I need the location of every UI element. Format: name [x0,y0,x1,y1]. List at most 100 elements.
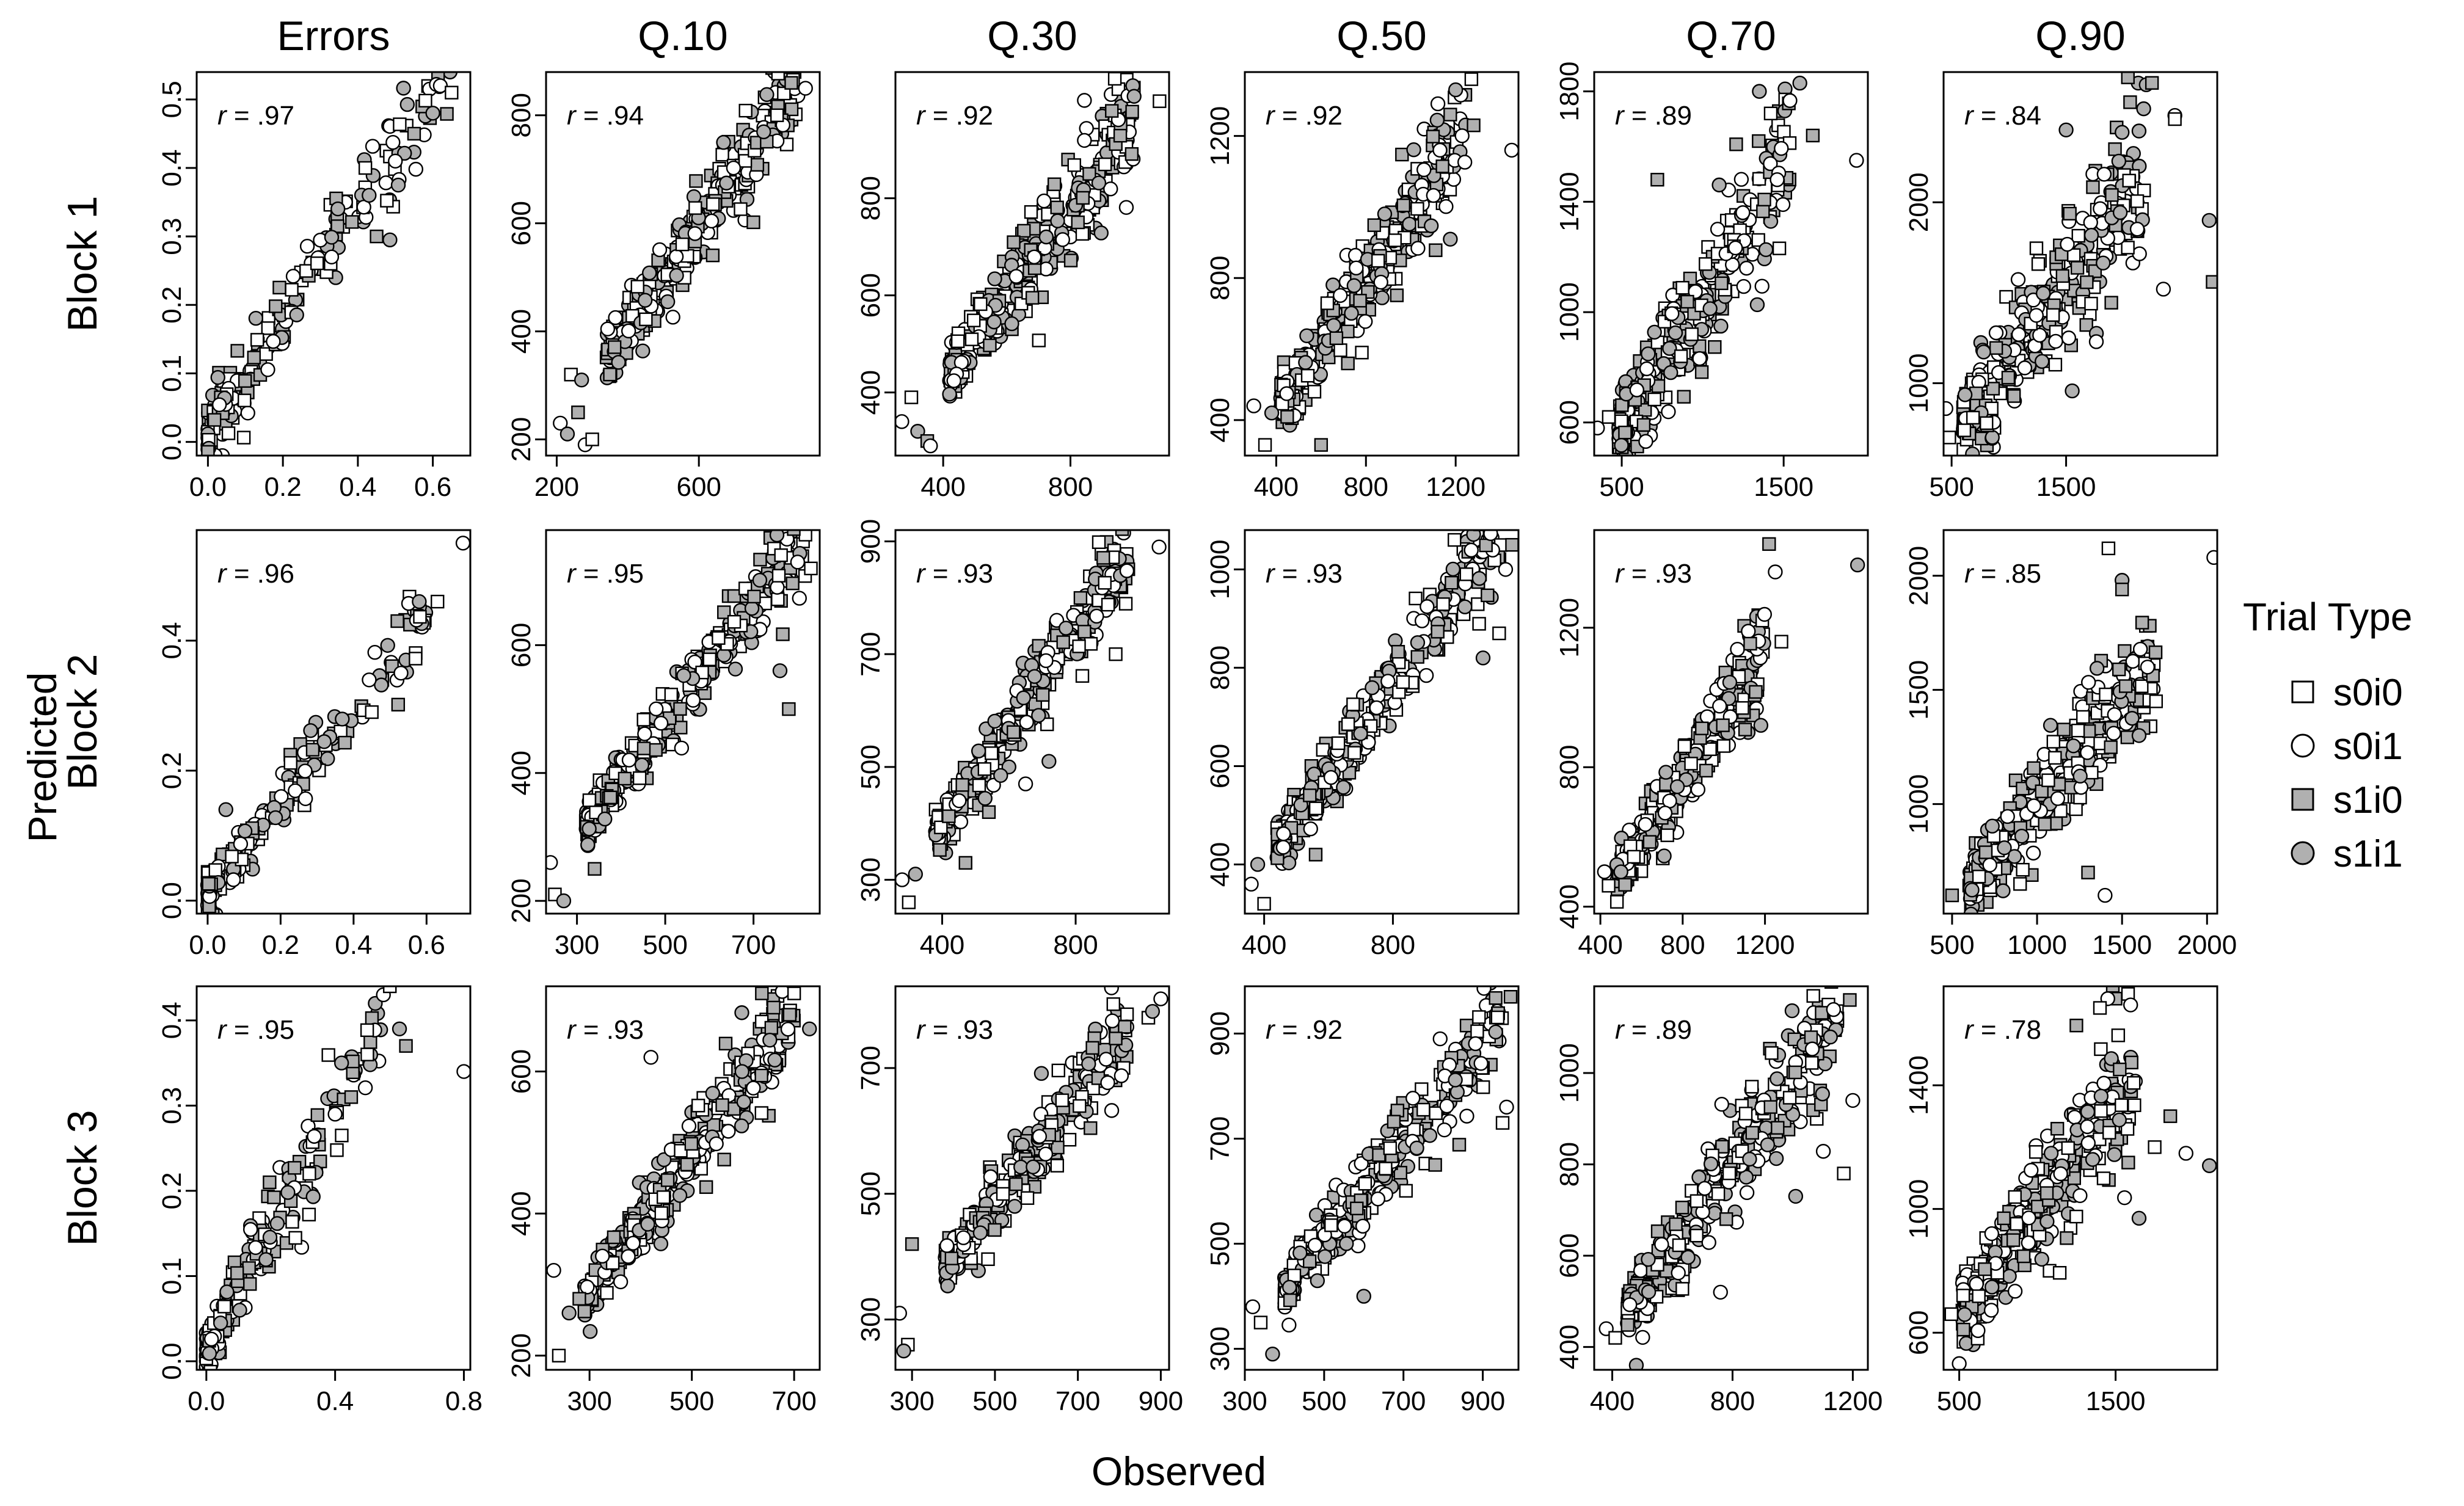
data-point-circle [2065,383,2080,399]
points-group [1944,72,2217,456]
data-point-circle [269,1216,285,1231]
data-point-square [1410,650,1424,664]
data-point-square [675,237,690,252]
x-tick-label: 0.6 [408,930,445,960]
data-point-square [746,215,760,230]
data-point-circle [1733,172,1749,187]
data-point-circle [2156,282,2171,297]
data-point-circle [953,814,969,829]
y-tick-label: 800 [506,93,536,137]
panels-layer: r = .970.0 0.2 0.4 0.60.00.10.20.30.40.5 r =… [157,55,2237,1416]
data-point-circle [2201,213,2217,228]
data-point-square [777,86,791,101]
data-point-circle [1448,82,1463,98]
data-point-circle [780,1022,796,1037]
data-point-circle [1753,718,1769,733]
data-point-circle [1374,290,1390,305]
data-point-circle [767,514,780,527]
data-point-circle [280,1185,296,1200]
data-point-circle [1475,650,1491,666]
data-point-circle [621,323,636,339]
data-point-circle [611,355,626,370]
data-point-square [390,614,404,628]
r-value: = .96 [227,559,294,589]
data-point-square [1388,233,1402,247]
data-point-circle [756,124,771,140]
r-value: = .92 [1275,101,1343,131]
r-symbol: r [567,559,577,589]
data-point-square [1051,1063,1065,1078]
data-point-square [618,771,632,786]
data-point-square [718,1036,733,1051]
data-point-circle [390,177,406,193]
data-point-circle [600,321,616,336]
y-tick-label: 0.4 [157,1002,187,1039]
data-point-square [727,589,742,603]
data-point-square [1072,639,1086,653]
data-point-square [1429,243,1443,257]
r-value-label: r = .93 [1615,559,1692,589]
data-point-square [242,1261,256,1275]
data-point-square [1025,291,1040,305]
data-point-square [2118,679,2133,693]
data-point-circle [546,855,558,870]
data-point-square [1716,739,1731,753]
data-point-square [288,1231,302,1245]
data-point-circle [687,226,702,241]
panel-block-3-errors: r = .950.0 0.4 0.80.00.10.20.30.4 [157,985,483,1416]
data-point-square [639,312,653,327]
data-point-square [552,1348,566,1362]
data-point-square [1098,576,1112,590]
data-point-circle [762,1032,778,1048]
data-point-circle [299,239,315,254]
data-point-square [230,344,244,358]
y-tick-label: 400 [506,1191,536,1235]
r-value-label: r = .94 [567,101,644,131]
data-point-circle [396,81,411,96]
y-tick-label: 1000 [1904,354,1934,413]
data-point-circle [307,1129,322,1144]
data-point-square [2122,173,2136,187]
data-point-square [1396,198,1410,213]
data-point-square [1481,588,1495,603]
data-point-circle [1120,481,1133,494]
data-point-square [1303,788,1317,802]
data-point-square [1743,636,1757,651]
data-point-square [2206,275,2217,289]
y-tick-label: 600 [506,201,536,246]
data-point-circle [456,1064,470,1079]
panel-frame [894,71,1170,457]
data-point-circle [780,502,793,515]
r-symbol: r [217,1015,228,1045]
data-point-square [691,1099,705,1113]
data-point-circle [1016,690,1031,705]
data-point-square [1660,828,1674,842]
data-point-square [1694,365,1709,379]
data-point-circle [653,715,669,731]
data-point-circle [1657,848,1672,864]
data-point-square [1642,835,1657,849]
data-point-circle [237,823,253,839]
data-point-circle [2032,327,2047,343]
data-point-circle [775,55,789,68]
data-point-circle [621,752,637,768]
data-point-circle [1050,213,1065,228]
y-tick-label: 600 [1205,744,1235,788]
data-point-circle [1402,216,1417,232]
x-tick-label: 0.4 [316,1386,354,1416]
data-point-square [2104,740,2118,754]
data-point-square [982,805,996,819]
data-point-square [1036,688,1050,702]
data-point-square [1699,763,1713,778]
data-point-square [1989,341,2003,355]
data-point-circle [1438,199,1454,214]
data-point-square [2055,269,2070,283]
data-point-circle [1471,571,1487,586]
data-point-circle [546,1262,561,1278]
data-point-circle [1410,241,1426,256]
data-point-square [2007,389,2021,403]
data-point-square [360,1047,374,1061]
data-point-circle [2043,718,2058,733]
data-point-circle [660,294,676,310]
